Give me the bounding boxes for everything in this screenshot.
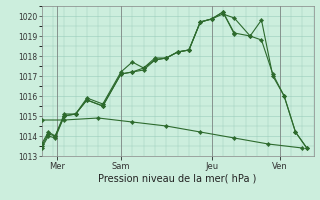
- X-axis label: Pression niveau de la mer( hPa ): Pression niveau de la mer( hPa ): [99, 173, 257, 183]
